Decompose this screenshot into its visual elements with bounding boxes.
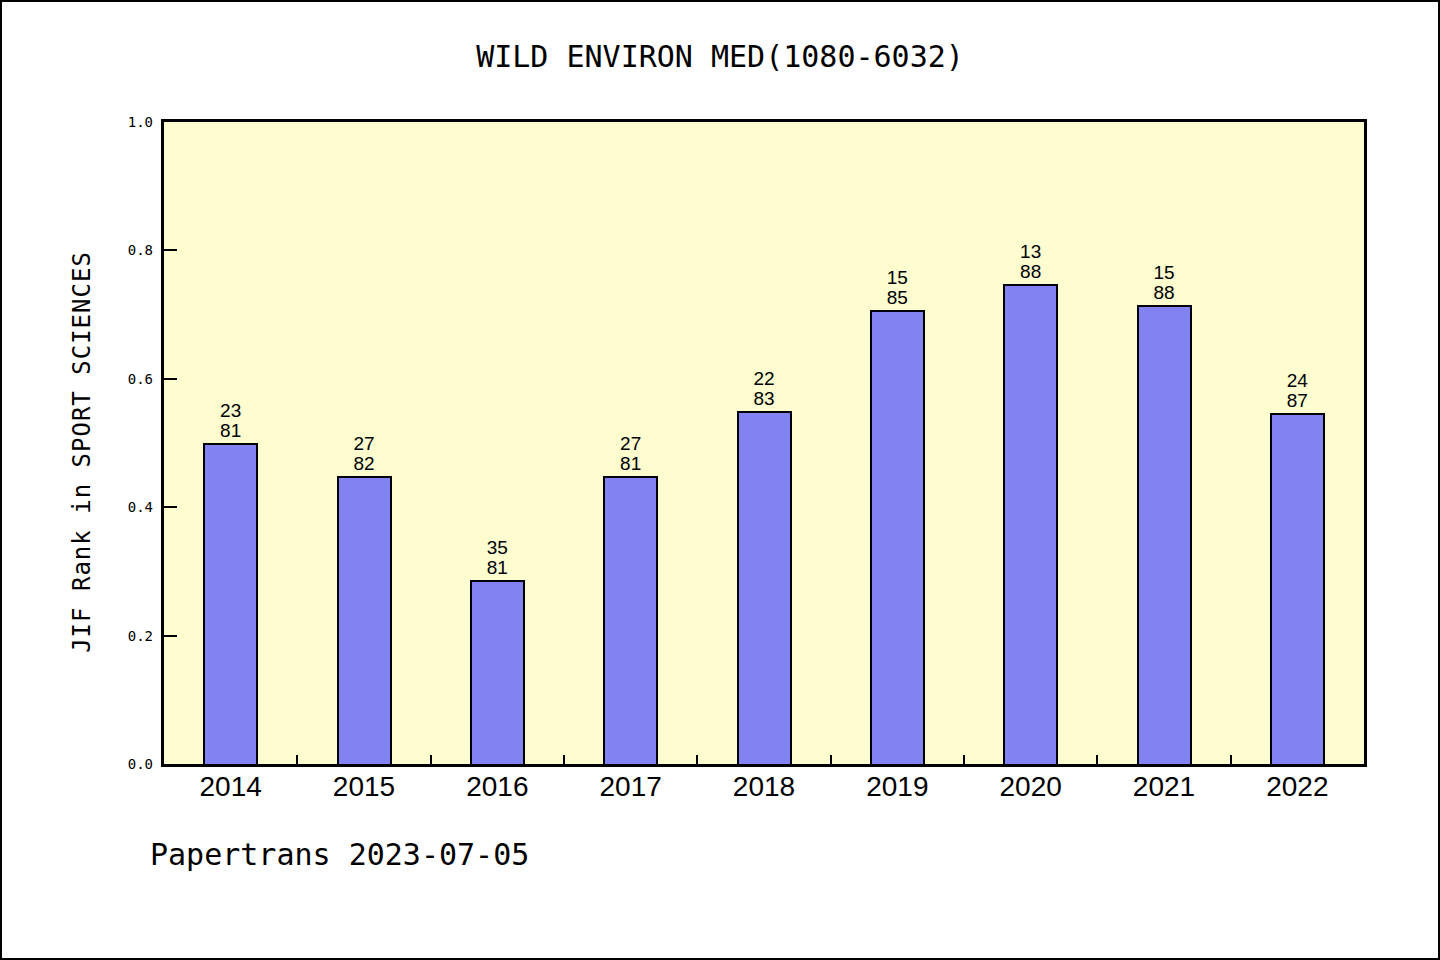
y-tick-mark	[164, 249, 177, 251]
bar-value-label: 2487	[1255, 371, 1339, 410]
bar-value-line: 27	[322, 434, 406, 454]
x-tick-mark	[296, 755, 298, 764]
x-tick-label-2016: 2016	[431, 771, 564, 803]
bar-value-line: 83	[722, 389, 806, 409]
bar-value-label: 2283	[722, 369, 806, 408]
x-tick-label-2022: 2022	[1231, 771, 1364, 803]
bar-value-line: 23	[189, 401, 273, 421]
bar-value-line: 82	[322, 454, 406, 474]
bar-2015	[337, 476, 392, 764]
bar-2019	[870, 310, 925, 764]
bar-value-label: 2782	[322, 434, 406, 473]
bar-value-label: 1588	[1122, 263, 1206, 302]
x-tick-mark	[830, 755, 832, 764]
plot-area: 0.00.20.40.60.81.02381201427822015358120…	[161, 119, 1367, 767]
bar-value-line: 81	[455, 558, 539, 578]
y-tick-mark	[164, 378, 177, 380]
x-tick-mark	[1230, 755, 1232, 764]
y-tick-mark	[164, 506, 177, 508]
x-tick-label-2017: 2017	[564, 771, 697, 803]
bar-2016	[470, 580, 525, 764]
y-tick-label: 0.6	[128, 371, 153, 387]
chart-title: WILD ENVIRON MED(1080-6032)	[2, 39, 1438, 74]
bar-value-line: 88	[989, 262, 1073, 282]
bar-2022	[1270, 413, 1325, 764]
y-tick-label: 0.4	[128, 499, 153, 515]
x-tick-label-2019: 2019	[831, 771, 964, 803]
bar-value-label: 3581	[455, 538, 539, 577]
bar-value-line: 13	[989, 242, 1073, 262]
bar-value-line: 85	[855, 288, 939, 308]
bar-value-label: 1585	[855, 268, 939, 307]
bar-2018	[737, 411, 792, 764]
bar-2017	[603, 476, 658, 764]
bar-2020	[1003, 284, 1058, 764]
x-tick-mark	[1096, 755, 1098, 764]
bar-value-label: 2381	[189, 401, 273, 440]
figure: WILD ENVIRON MED(1080-6032) JIF Rank in …	[0, 0, 1440, 960]
y-tick-label: 0.2	[128, 628, 153, 644]
y-tick-label: 1.0	[128, 114, 153, 130]
bar-value-line: 22	[722, 369, 806, 389]
y-tick-label: 0.0	[128, 756, 153, 772]
x-tick-label-2014: 2014	[164, 771, 297, 803]
x-tick-label-2020: 2020	[964, 771, 1097, 803]
bar-value-line: 87	[1255, 391, 1339, 411]
x-tick-label-2021: 2021	[1097, 771, 1230, 803]
footer-note: Papertrans 2023-07-05	[150, 837, 529, 872]
bar-2021	[1137, 305, 1192, 764]
bar-value-line: 35	[455, 538, 539, 558]
x-tick-label-2018: 2018	[697, 771, 830, 803]
x-tick-label-2015: 2015	[297, 771, 430, 803]
bar-value-line: 81	[189, 421, 273, 441]
bar-value-line: 15	[1122, 263, 1206, 283]
bar-value-line: 15	[855, 268, 939, 288]
x-tick-mark	[696, 755, 698, 764]
bar-2014	[203, 443, 258, 764]
bar-value-label: 2781	[589, 434, 673, 473]
bar-value-line: 88	[1122, 283, 1206, 303]
y-tick-label: 0.8	[128, 242, 153, 258]
bar-value-line: 27	[589, 434, 673, 454]
bar-value-label: 1388	[989, 242, 1073, 281]
bar-value-line: 81	[589, 454, 673, 474]
y-tick-mark	[164, 635, 177, 637]
x-tick-mark	[430, 755, 432, 764]
x-tick-mark	[563, 755, 565, 764]
x-tick-mark	[963, 755, 965, 764]
bar-value-line: 24	[1255, 371, 1339, 391]
y-axis-label: JIF Rank in SPORT SCIENCES	[68, 251, 96, 653]
